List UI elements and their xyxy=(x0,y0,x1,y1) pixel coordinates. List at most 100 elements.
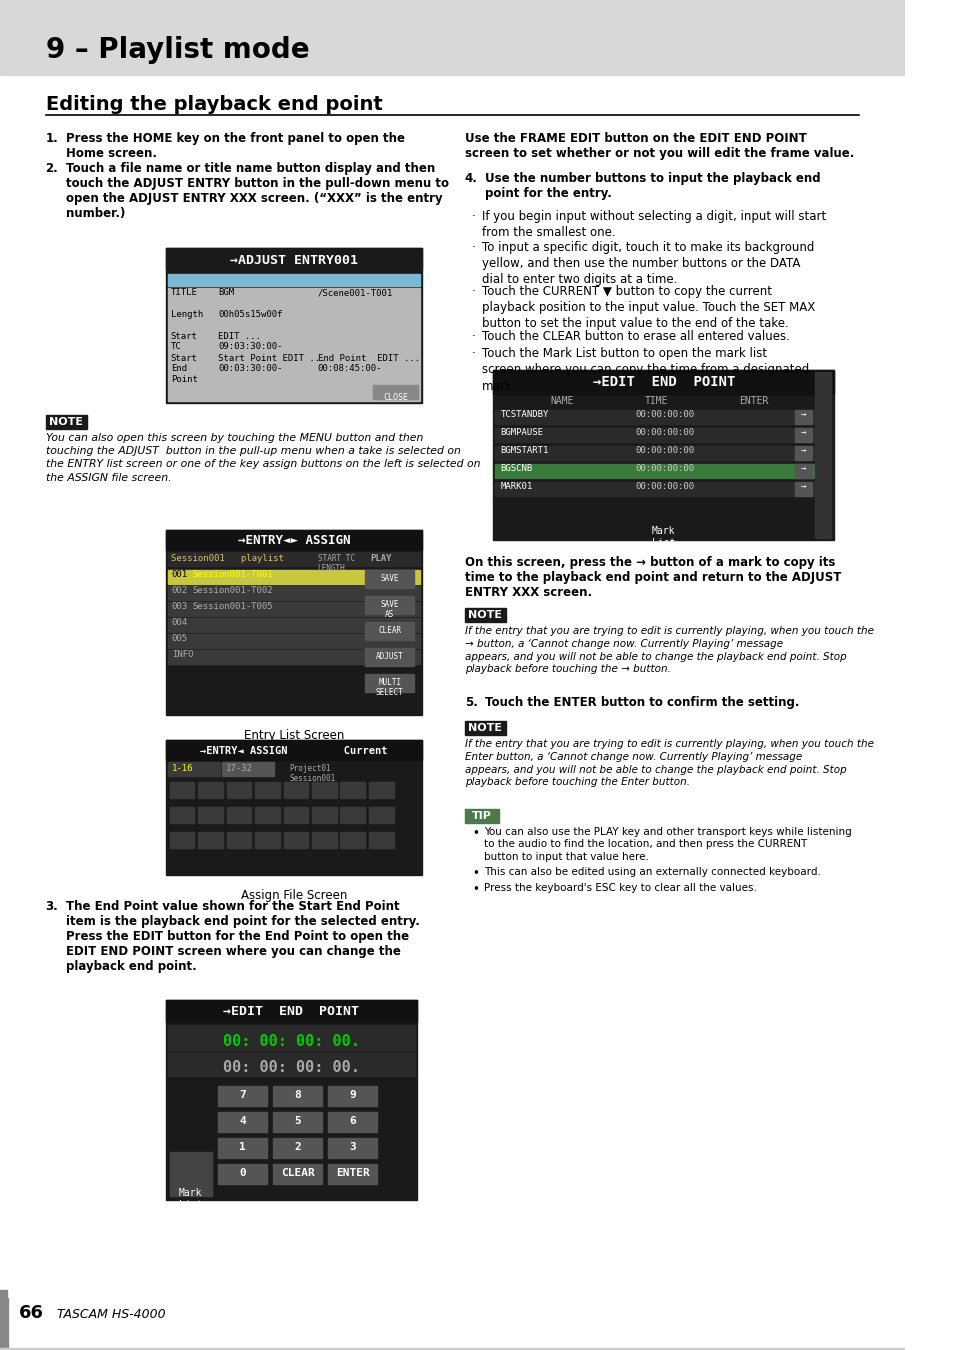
Text: 2.: 2. xyxy=(46,162,58,176)
Bar xyxy=(328,1085,377,1106)
Bar xyxy=(0,1349,903,1350)
Text: Use the number buttons to input the playback end
point for the entry.: Use the number buttons to input the play… xyxy=(485,171,821,200)
Bar xyxy=(369,807,393,824)
Text: Touch the CURRENT ▼ button to copy the current
playback position to the input va: Touch the CURRENT ▼ button to copy the c… xyxy=(481,285,814,331)
Text: 9: 9 xyxy=(349,1089,355,1100)
Bar xyxy=(218,1138,267,1158)
Text: 1-16: 1-16 xyxy=(172,764,193,774)
Text: 9 – Playlist mode: 9 – Playlist mode xyxy=(46,36,309,63)
Bar xyxy=(168,288,419,401)
Bar xyxy=(495,446,813,460)
Bar xyxy=(168,634,419,648)
Bar xyxy=(227,832,251,848)
Bar xyxy=(365,595,414,614)
Bar xyxy=(166,248,421,270)
Bar xyxy=(815,373,830,539)
Text: CLEAR: CLEAR xyxy=(377,626,401,634)
Bar xyxy=(493,370,834,394)
Text: CLEAR: CLEAR xyxy=(280,1168,314,1179)
Text: On this screen, press the → button of a mark to copy its
time to the playback en: On this screen, press the → button of a … xyxy=(464,556,841,599)
Bar xyxy=(227,782,251,798)
Bar xyxy=(218,1164,267,1184)
Text: Session001-T001: Session001-T001 xyxy=(193,570,273,579)
Bar xyxy=(170,1152,213,1196)
Text: Assign File Screen: Assign File Screen xyxy=(240,890,347,902)
Text: 004: 004 xyxy=(172,618,188,626)
Text: 66: 66 xyxy=(19,1304,44,1322)
Text: This can also be edited using an externally connected keyboard.: This can also be edited using an externa… xyxy=(483,867,820,878)
Bar xyxy=(794,446,811,460)
Text: Press the keyboard's ESC key to clear all the values.: Press the keyboard's ESC key to clear al… xyxy=(483,883,756,892)
Bar xyxy=(340,782,365,798)
Text: Editing the playback end point: Editing the playback end point xyxy=(46,95,382,113)
Text: ·: · xyxy=(472,285,476,298)
Text: 1: 1 xyxy=(239,1142,246,1152)
Bar xyxy=(365,622,414,640)
Bar xyxy=(166,531,421,716)
Text: →EDIT  END  POINT: →EDIT END POINT xyxy=(592,375,734,389)
Bar xyxy=(495,464,813,478)
Text: Project01
Session001: Project01 Session001 xyxy=(289,764,335,783)
Bar xyxy=(218,1085,267,1106)
Bar xyxy=(273,1085,322,1106)
Bar xyxy=(328,1112,377,1133)
Text: Session001   playlist: Session001 playlist xyxy=(171,554,283,563)
Text: If the entry that you are trying to edit is currently playing, when you touch th: If the entry that you are trying to edit… xyxy=(464,738,873,787)
Text: 00h05s15w00f: 00h05s15w00f xyxy=(218,310,282,319)
Text: Touch the ENTER button to confirm the setting.: Touch the ENTER button to confirm the se… xyxy=(485,697,800,709)
Text: →: → xyxy=(800,428,805,437)
Text: If you begin input without selecting a digit, input will start
from the smallest: If you begin input without selecting a d… xyxy=(481,211,825,239)
Text: BGMSTART1: BGMSTART1 xyxy=(500,446,549,455)
Text: 00:00:00:00: 00:00:00:00 xyxy=(635,428,694,437)
Text: →: → xyxy=(800,464,805,472)
Text: ·: · xyxy=(472,329,476,343)
Bar xyxy=(464,809,498,824)
Bar xyxy=(0,1297,8,1350)
Bar xyxy=(328,1138,377,1158)
Text: 00:00:00:00: 00:00:00:00 xyxy=(635,482,694,491)
Text: →: → xyxy=(800,410,805,418)
Bar xyxy=(0,1291,7,1341)
Text: 0: 0 xyxy=(239,1168,246,1179)
Text: 5.: 5. xyxy=(464,697,477,709)
Bar xyxy=(794,428,811,441)
Bar xyxy=(273,1138,322,1158)
Bar xyxy=(168,586,419,599)
Text: Session001-T005: Session001-T005 xyxy=(193,602,273,612)
Bar xyxy=(222,761,274,776)
Text: •: • xyxy=(472,828,478,840)
Text: Touch a file name or title name button display and then
touch the ADJUST ENTRY b: Touch a file name or title name button d… xyxy=(67,162,449,220)
Bar xyxy=(340,832,365,848)
Text: 3.: 3. xyxy=(46,900,58,913)
Bar xyxy=(373,385,417,400)
Text: TITLE: TITLE xyxy=(171,288,197,297)
Text: BGSCNB: BGSCNB xyxy=(500,464,533,472)
Text: Mark
List: Mark List xyxy=(651,526,675,548)
Bar xyxy=(166,740,421,760)
Text: 001: 001 xyxy=(172,570,188,579)
Text: 00: 00: 00: 00.: 00: 00: 00: 00. xyxy=(222,1060,359,1075)
Text: 6: 6 xyxy=(349,1116,355,1126)
Bar xyxy=(273,1112,322,1133)
Bar xyxy=(168,649,419,664)
Text: TASCAM HS-4000: TASCAM HS-4000 xyxy=(57,1308,165,1322)
Bar xyxy=(0,0,903,76)
Text: TIP: TIP xyxy=(472,811,491,821)
Text: 5: 5 xyxy=(294,1116,301,1126)
Text: 4: 4 xyxy=(239,1116,246,1126)
Text: If the entry that you are trying to edit is currently playing, when you touch th: If the entry that you are trying to edit… xyxy=(464,626,873,675)
Text: You can also use the PLAY key and other transport keys while listening
to the au: You can also use the PLAY key and other … xyxy=(483,828,850,861)
Text: 7: 7 xyxy=(239,1089,246,1100)
Bar xyxy=(170,782,194,798)
Text: Entry List Screen: Entry List Screen xyxy=(244,729,344,742)
Bar xyxy=(365,648,414,666)
Bar xyxy=(170,807,194,824)
Text: Press the HOME key on the front panel to open the
Home screen.: Press the HOME key on the front panel to… xyxy=(67,132,405,161)
Text: 00: 00: 00: 00.: 00: 00: 00: 00. xyxy=(222,1034,359,1049)
Text: Use the FRAME EDIT button on the EDIT END POINT
screen to set whether or not you: Use the FRAME EDIT button on the EDIT EN… xyxy=(464,132,853,161)
Bar xyxy=(168,618,419,632)
Text: →ENTRY◄► ASSIGN: →ENTRY◄► ASSIGN xyxy=(237,535,350,547)
Bar xyxy=(312,832,336,848)
Bar xyxy=(254,832,279,848)
Bar xyxy=(340,807,365,824)
